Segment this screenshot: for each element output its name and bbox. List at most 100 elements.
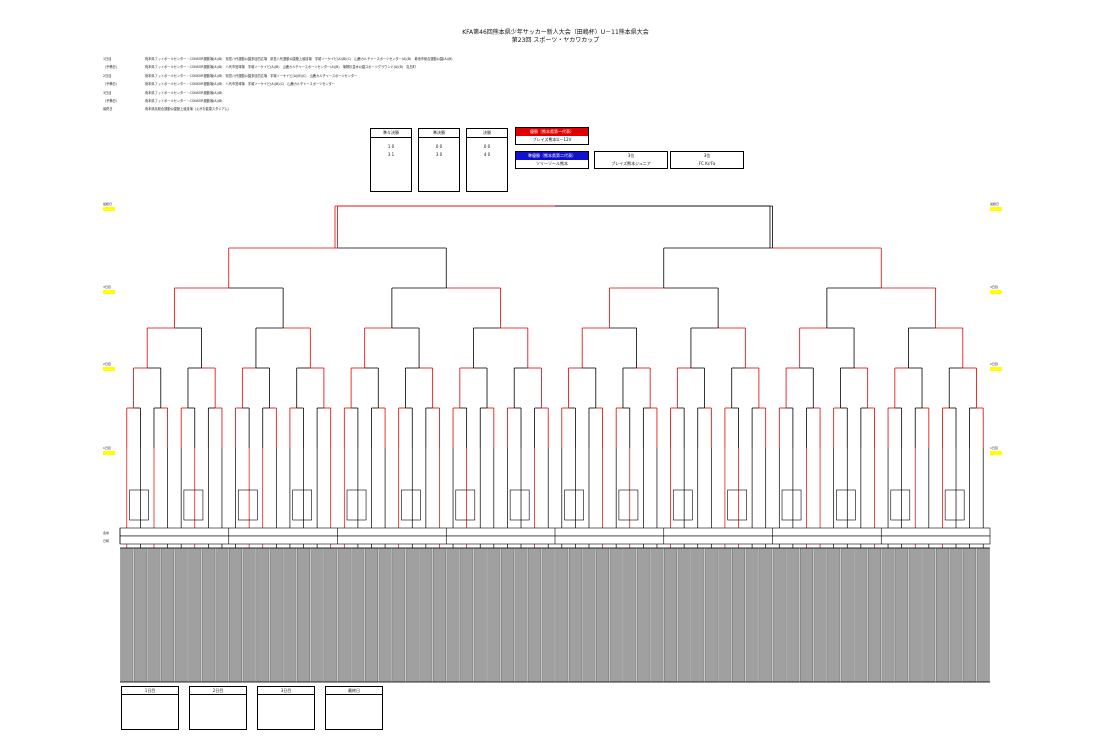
winner-box: 優勝（熊本県第一代表） ブレイズ熊本U－12V	[515, 127, 589, 145]
first-round-box	[509, 489, 530, 521]
team-name-cell	[813, 547, 827, 683]
box-row: 3 1	[387, 152, 395, 157]
team-name-cell	[473, 547, 487, 683]
team-name-cell	[392, 547, 406, 683]
schedule-row: （予備日） 熊本県フットボールセンター・CONSOR運動場(A)(B)	[103, 99, 223, 104]
box-label: 準々決勝	[371, 129, 411, 138]
schedule-row: （予備日） 熊本県フットボールセンター・CONSOR運動場(A)(B) 八代市営球…	[103, 82, 335, 87]
team-name-cell	[623, 547, 637, 683]
team-name-cell	[555, 547, 569, 683]
first-round-box	[346, 489, 367, 521]
team-name-cell	[759, 547, 773, 683]
schedule-row: 3日目 熊本県フットボールセンター・CONSOR運動場(A)(B)	[103, 90, 223, 95]
team-name-cell	[324, 547, 338, 683]
team-name-cell	[460, 547, 474, 683]
team-name-cell	[881, 547, 895, 683]
first-round-box	[836, 489, 856, 521]
venue-table-title: 3日目	[258, 687, 314, 695]
third-label: 3位	[703, 153, 711, 158]
schedule-row: （予備日） 熊本県フットボールセンター・CONSOR運動場(A)(B) 八代市営球…	[103, 65, 416, 70]
venue-table-day2: 2日目	[189, 686, 247, 730]
team-name-cell	[976, 547, 990, 683]
team-name-cell	[147, 547, 161, 683]
team-name-cell	[161, 547, 175, 683]
venue-table-title: 2日目	[190, 687, 246, 695]
team-name-cell	[201, 547, 215, 683]
team-name-cell	[704, 547, 718, 683]
first-round-box	[292, 489, 312, 521]
third-label: 3位	[627, 153, 635, 158]
side-label-right-day2: 2日目	[990, 362, 1002, 372]
team-name-cell	[256, 547, 270, 683]
team-name-cell	[908, 547, 922, 683]
box-label: 決勝	[467, 129, 507, 138]
side-label-right-day3: 3日目	[990, 285, 1002, 295]
team-name-cell	[446, 547, 460, 683]
team-name-cell	[133, 547, 147, 683]
team-name-cell	[854, 547, 868, 683]
team-name-cell	[922, 547, 936, 683]
team-name-cell	[229, 547, 243, 683]
team-name-cell	[269, 547, 283, 683]
team-name-cell	[405, 547, 419, 683]
team-name-cell	[174, 547, 188, 683]
team-name-cell	[120, 547, 134, 683]
team-name-cell	[378, 547, 392, 683]
runnerup-box: 準優勝（熊本県第二代表） ソリーゾール熊本	[515, 151, 589, 169]
team-name-cell	[297, 547, 311, 683]
row-label-date: 日時	[103, 539, 110, 543]
tournament-subtitle: 第23回 スポーツ・ヤカワカップ	[511, 37, 600, 44]
tournament-title: KFA第46回熊本県少年サッカー新人大会（田嶋杯）U－11熊本県大会	[462, 29, 649, 36]
team-name-cell	[786, 547, 800, 683]
side-label-left-day1: 1日目	[103, 446, 115, 456]
team-name-cell	[963, 547, 977, 683]
side-label-left-final: 最終日	[103, 202, 115, 212]
venue-table-title: 1日目	[122, 687, 178, 695]
first-round-box	[672, 489, 693, 521]
team-name-cell	[500, 547, 514, 683]
first-round-box	[890, 489, 911, 521]
team-name-cell	[867, 547, 881, 683]
team-name-cell	[432, 547, 446, 683]
winner-team: ブレイズ熊本U－12V	[532, 137, 572, 142]
team-name-cell	[487, 547, 501, 683]
team-name-cell	[636, 547, 650, 683]
team-name-cell	[664, 547, 678, 683]
team-name-cell	[799, 547, 813, 683]
team-name-cell	[650, 547, 664, 683]
schedule-row: 2日目 熊本県フットボールセンター・CONSOR運動場(A)(B) 県営八代運動公…	[103, 73, 358, 78]
quarterfinal-summary-box: 準々決勝 1 0 3 1	[370, 128, 412, 192]
first-round-box	[455, 489, 476, 521]
first-round-box	[564, 489, 584, 521]
team-name-cell	[528, 547, 542, 683]
team-name-cell	[732, 547, 746, 683]
team-name-cell	[188, 547, 202, 683]
team-name-cell	[677, 547, 691, 683]
winner-label: 優勝（熊本県第一代表）	[516, 128, 588, 136]
first-round-box	[618, 489, 639, 521]
box-label: 準決勝	[419, 129, 459, 138]
team-name-cell	[514, 547, 528, 683]
third-place-box-b: 3位 FC Ks'Fa	[670, 151, 744, 169]
team-name-cell	[582, 547, 596, 683]
box-row: 3 0	[435, 152, 443, 157]
box-row: 1 0	[387, 144, 395, 149]
venue-table-final: 最終日	[325, 686, 383, 730]
team-name-cell	[827, 547, 841, 683]
team-name-cell	[337, 547, 351, 683]
team-name-cell	[568, 547, 582, 683]
team-name-cell	[718, 547, 732, 683]
team-name-cell	[691, 547, 705, 683]
team-name-cell	[541, 547, 555, 683]
team-name-cell	[283, 547, 297, 683]
team-name-cell	[419, 547, 433, 683]
venue-table-title: 最終日	[326, 687, 382, 695]
runnerup-team: ソリーゾール熊本	[536, 161, 568, 166]
venue-table-day1: 1日目	[121, 686, 179, 730]
team-name-cell	[895, 547, 909, 683]
first-round-box	[781, 489, 802, 521]
side-label-left-day3: 3日目	[103, 285, 115, 295]
side-label-right-day1: 1日目	[990, 446, 1002, 456]
third-place-box-a: 3位 ブレイズ熊本ジュニア	[594, 151, 668, 169]
